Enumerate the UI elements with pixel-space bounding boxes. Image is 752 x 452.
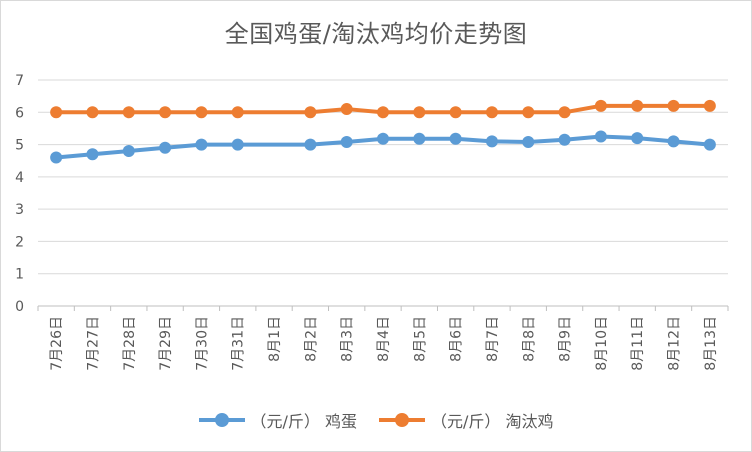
data-point bbox=[594, 130, 607, 143]
x-tick-label: 8月9日 bbox=[558, 316, 574, 362]
data-point bbox=[86, 106, 99, 119]
x-tick-label: 8月11日 bbox=[630, 316, 646, 371]
y-tick-label: 6 bbox=[15, 105, 24, 121]
data-point bbox=[667, 135, 680, 148]
chart-title: 全国鸡蛋/淘汰鸡均价走势图 bbox=[224, 20, 528, 48]
series-layer bbox=[50, 99, 716, 164]
data-point bbox=[304, 138, 317, 151]
data-point bbox=[449, 106, 462, 119]
y-tick-label: 1 bbox=[15, 267, 24, 283]
series-1 bbox=[50, 99, 716, 119]
x-tick-label: 8月2日 bbox=[303, 316, 319, 362]
series-line bbox=[54, 103, 712, 115]
legend: （元/斤） 鸡蛋 （元/斤） 淘汰鸡 bbox=[0, 408, 752, 432]
x-tick-label: 7月26日 bbox=[49, 316, 65, 371]
legend-swatch-eggs bbox=[198, 413, 245, 427]
data-point bbox=[159, 141, 172, 154]
series-0 bbox=[50, 130, 716, 164]
data-point bbox=[703, 138, 716, 151]
y-tick-label: 0 bbox=[15, 299, 24, 315]
x-tick-label: 8月12日 bbox=[667, 316, 683, 371]
y-tick-label: 4 bbox=[15, 170, 24, 186]
series-line bbox=[54, 134, 712, 160]
x-tick-label: 7月30日 bbox=[194, 316, 210, 371]
data-point bbox=[195, 106, 208, 119]
x-tick-label: 8月1日 bbox=[267, 316, 283, 362]
data-point bbox=[522, 106, 535, 119]
data-point bbox=[50, 106, 63, 119]
data-point bbox=[703, 99, 716, 112]
legend-item-culled-hens: （元/斤） 淘汰鸡 bbox=[379, 408, 553, 432]
x-tick-label: 7月28日 bbox=[122, 316, 138, 371]
y-tick-label: 7 bbox=[15, 73, 24, 89]
x-tick-label: 7月29日 bbox=[158, 316, 174, 371]
data-point bbox=[231, 138, 244, 151]
data-point bbox=[304, 106, 317, 119]
data-point bbox=[558, 106, 571, 119]
data-point bbox=[340, 103, 353, 116]
data-point bbox=[522, 135, 535, 148]
x-tick-label: 8月10日 bbox=[594, 316, 610, 371]
legend-label-culled-hens: （元/斤） 淘汰鸡 bbox=[431, 412, 554, 431]
data-point bbox=[231, 106, 244, 119]
data-point bbox=[377, 132, 389, 145]
y-tick-label: 3 bbox=[15, 202, 24, 218]
data-point bbox=[485, 135, 498, 148]
data-point bbox=[377, 106, 389, 119]
x-tick-label: 7月27日 bbox=[85, 316, 101, 371]
legend-item-eggs: （元/斤） 鸡蛋 bbox=[198, 408, 357, 432]
data-point bbox=[667, 99, 680, 112]
x-tick-label: 8月13日 bbox=[703, 316, 719, 371]
data-point bbox=[449, 132, 462, 145]
legend-label-eggs: （元/斤） 鸡蛋 bbox=[250, 412, 357, 431]
data-point bbox=[594, 99, 607, 112]
data-point bbox=[122, 106, 135, 119]
x-tick-label: 8月8日 bbox=[521, 316, 537, 362]
x-axis-ticks: 7月26日 7月27日 7月28日 7月29日 7月30日 7月31日 8月1日 8月2日 8月… bbox=[49, 316, 719, 371]
x-tick-label: 8月6日 bbox=[449, 316, 465, 362]
data-point bbox=[413, 132, 426, 145]
x-tick-label: 8月4日 bbox=[376, 316, 392, 362]
data-point bbox=[485, 106, 498, 119]
legend-swatch-culled-hens bbox=[379, 413, 425, 427]
data-point bbox=[413, 106, 426, 119]
y-tick-label: 5 bbox=[15, 138, 24, 154]
data-point bbox=[631, 99, 644, 112]
x-tick-label: 7月31日 bbox=[231, 316, 247, 371]
y-axis-ticks: 0 1 2 3 4 5 6 7 bbox=[15, 73, 24, 315]
x-tick-label: 8月7日 bbox=[485, 316, 501, 362]
data-point bbox=[558, 133, 571, 146]
data-point bbox=[50, 151, 63, 164]
data-point bbox=[122, 145, 135, 158]
y-tick-label: 2 bbox=[15, 234, 24, 250]
data-point bbox=[159, 106, 172, 119]
data-point bbox=[631, 132, 644, 145]
data-point bbox=[86, 148, 99, 161]
data-point bbox=[195, 138, 208, 151]
x-tick-label: 8月5日 bbox=[412, 316, 428, 362]
x-tick-label: 8月3日 bbox=[340, 316, 356, 362]
data-point bbox=[340, 135, 353, 148]
